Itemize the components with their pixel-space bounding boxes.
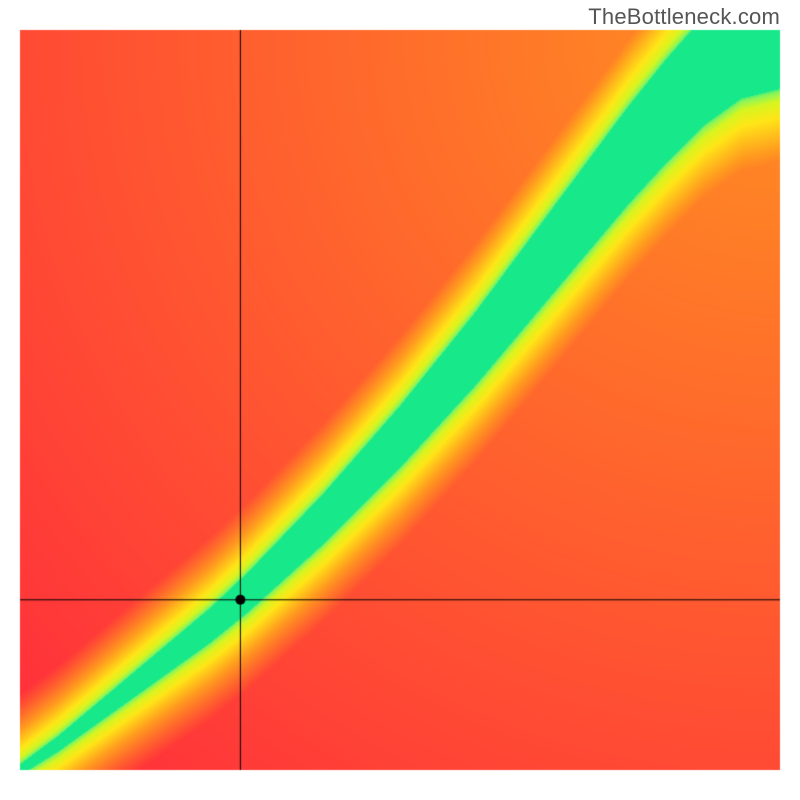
bottleneck-heatmap-canvas [0,0,800,800]
watermark-text: TheBottleneck.com [588,4,780,30]
chart-container: TheBottleneck.com [0,0,800,800]
